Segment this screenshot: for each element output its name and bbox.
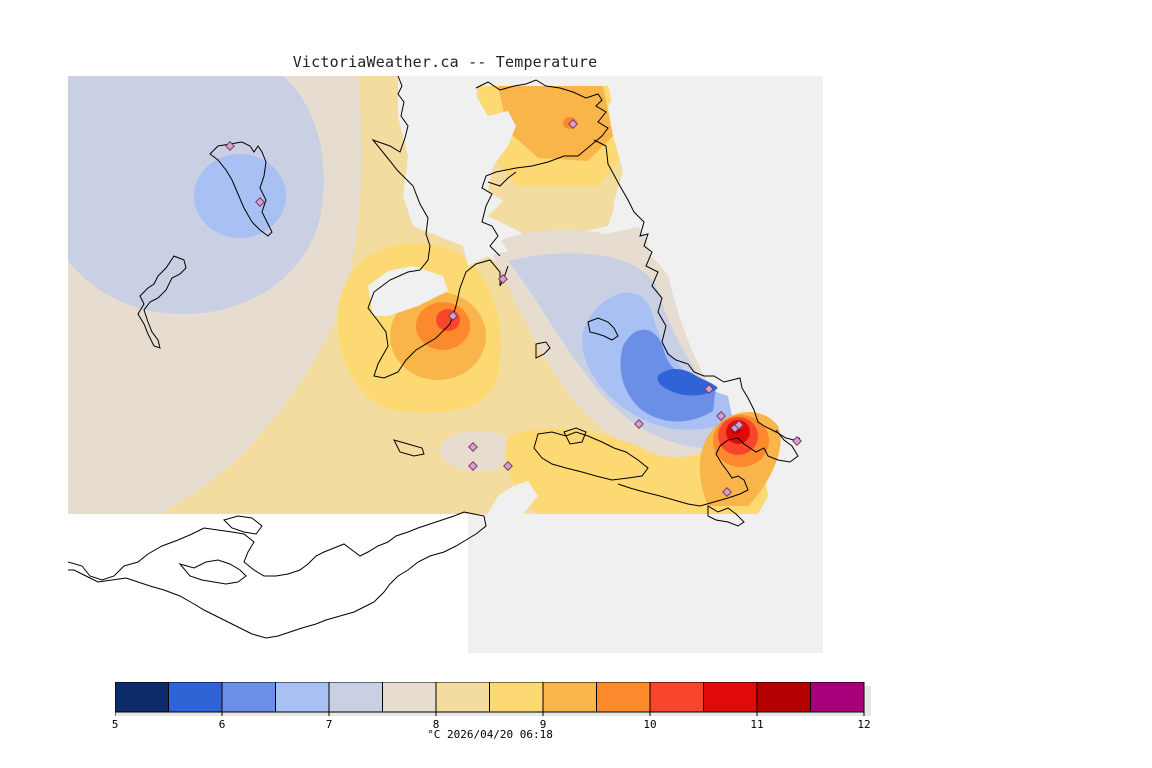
- temperature-map[interactable]: [68, 76, 823, 653]
- colorbar-swatch: [756, 682, 811, 713]
- no-data-region: [68, 514, 468, 653]
- colorbar-swatch: [328, 682, 383, 713]
- colorbar-tick-label: 5: [111, 718, 119, 731]
- station-marker[interactable]: [792, 436, 802, 446]
- field-9-5-north: [498, 86, 613, 161]
- field-8-0-south: [440, 431, 516, 471]
- station-marker[interactable]: [722, 487, 732, 497]
- station-marker[interactable]: [468, 461, 478, 471]
- station-marker[interactable]: [704, 384, 714, 394]
- land-mask-south: [488, 481, 538, 514]
- colorbar-tick-label: 12: [857, 718, 871, 731]
- station-marker[interactable]: [634, 419, 644, 429]
- land-mask-east: [608, 76, 823, 514]
- colorbar-swatch: [221, 682, 276, 713]
- colorbar-swatch: [703, 682, 758, 713]
- station-markers: [225, 119, 802, 497]
- field-6-0-east: [657, 369, 718, 396]
- station-marker[interactable]: [734, 420, 744, 430]
- colorbar-tick-label: 11: [750, 718, 764, 731]
- colorbar-swatches: [115, 682, 865, 713]
- station-marker[interactable]: [255, 197, 265, 207]
- field-10-5-central: [436, 309, 460, 331]
- colorbar-swatch: [275, 682, 330, 713]
- map-title: VictoriaWeather.ca -- Temperature: [292, 53, 598, 71]
- colorbar-swatch: [435, 682, 490, 713]
- colorbar-tick-label: 10: [643, 718, 657, 731]
- field-9-0-southeast: [505, 428, 768, 514]
- colorbar-ticks: [115, 712, 865, 716]
- station-marker[interactable]: [225, 141, 235, 151]
- colorbar-tick-label: 7: [325, 718, 333, 731]
- colorbar-swatch: [489, 682, 544, 713]
- station-marker[interactable]: [448, 311, 458, 321]
- colorbar-swatch: [115, 682, 169, 713]
- colorbar-swatch: [382, 682, 437, 713]
- colorbar-swatch: [542, 682, 597, 713]
- colorbar-tick-label: 8: [432, 718, 440, 731]
- station-marker[interactable]: [503, 461, 513, 471]
- station-marker[interactable]: [716, 411, 726, 421]
- unit-label: °C: [427, 728, 441, 741]
- coastlines: [68, 76, 801, 639]
- field-7-0-left: [194, 154, 286, 238]
- colorbar-swatch: [810, 682, 865, 713]
- colorbar-tick-label: 9: [539, 718, 547, 731]
- colorbar-swatch: [596, 682, 651, 713]
- station-marker[interactable]: [468, 442, 478, 452]
- colorbar-tick-label: 6: [218, 718, 226, 731]
- land-mask-mid: [368, 266, 448, 316]
- colorbar-swatch: [649, 682, 704, 713]
- station-marker[interactable]: [498, 274, 508, 284]
- timestamp: 2026/04/20 06:18: [446, 728, 553, 741]
- footer-line: °C 2026/04/20 06:18: [0, 728, 980, 741]
- temperature-colorbar: [115, 682, 871, 716]
- station-marker[interactable]: [568, 119, 578, 129]
- colorbar-swatch: [168, 682, 223, 713]
